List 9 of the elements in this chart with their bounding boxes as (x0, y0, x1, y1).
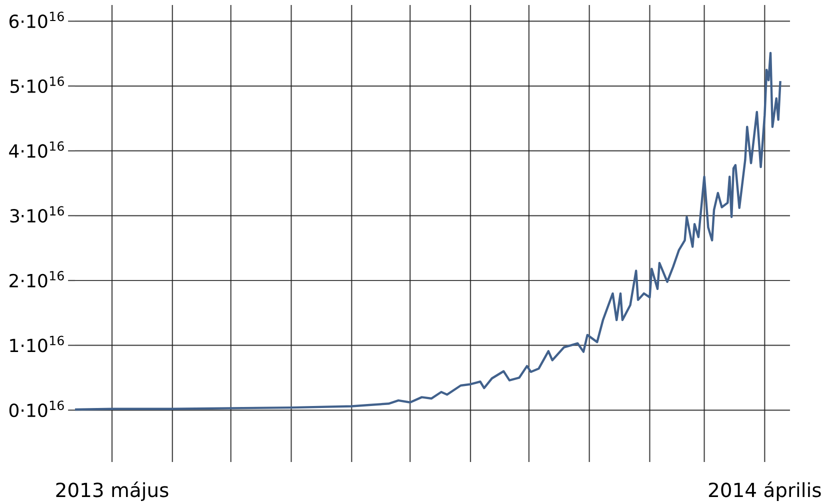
y-tick-label: 1·10$^{16}$ (10, 336, 64, 352)
y-tick-label: 6·10$^{16}$ (9, 12, 64, 28)
y-tick-label: 5·10$^{16}$ (10, 76, 64, 94)
y-tick-label: 4·10$^{16}$ (9, 141, 64, 158)
y-tick-label: 3·10$^{16}$ (10, 206, 64, 223)
x-tick-label: 2013 május (56, 481, 168, 502)
y-tick-label: 2·10$^{16}$ (10, 270, 64, 288)
y-tick-label: 0·10$^{16}$ (9, 400, 64, 418)
x-tick-label: 2014 április (708, 481, 821, 502)
